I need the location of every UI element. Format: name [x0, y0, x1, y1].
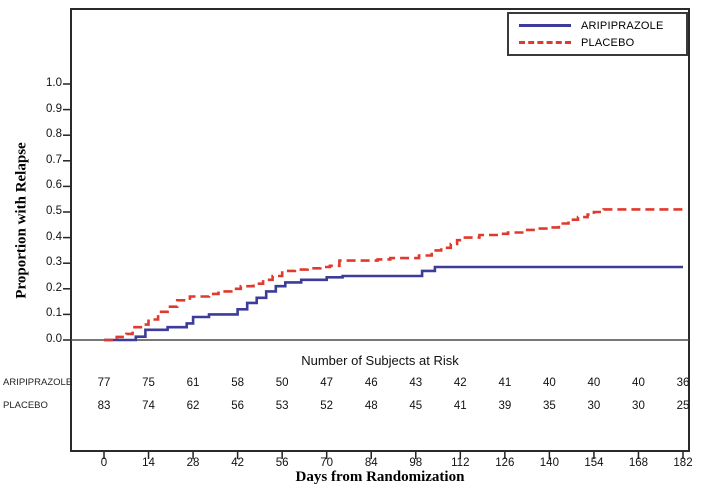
risk-count-placebo: 52: [320, 400, 334, 412]
legend-item-aripiprazole: ARIPIPRAZOLE: [519, 17, 680, 34]
risk-count-placebo: 45: [409, 400, 423, 412]
risk-count-placebo: 25: [676, 400, 690, 412]
risk-count-placebo: 39: [498, 400, 512, 412]
x-axis-title: Days from Randomization: [295, 469, 465, 485]
x-tick-label: 98: [409, 457, 423, 469]
risk-count-aripiprazole: 41: [498, 377, 512, 389]
risk-count-placebo: 53: [275, 400, 289, 412]
placebo-line-swatch: [519, 41, 571, 44]
x-tick-label: 0: [100, 457, 108, 469]
risk-count-placebo: 56: [231, 400, 245, 412]
risk-count-placebo: 35: [542, 400, 556, 412]
y-axis-title: Proportion with Relapse: [13, 142, 30, 299]
risk-count-placebo: 62: [186, 400, 200, 412]
x-tick-label: 28: [186, 457, 200, 469]
x-tick-label: 140: [539, 457, 559, 469]
x-tick-label: 126: [495, 457, 515, 469]
y-tick-label: 0.0: [46, 333, 62, 345]
risk-count-aripiprazole: 77: [97, 377, 111, 389]
y-tick-label: 0.4: [46, 230, 62, 243]
y-tick-label: 0.3: [46, 256, 62, 269]
y-tick-label: 0.5: [46, 205, 62, 217]
risk-count-aripiprazole: 36: [676, 377, 690, 389]
risk-count-aripiprazole: 47: [320, 377, 334, 389]
x-tick-label: 154: [584, 457, 604, 469]
x-tick-label: 168: [628, 457, 649, 469]
legend-label-placebo: PLACEBO: [581, 36, 635, 49]
risk-count-aripiprazole: 75: [142, 377, 155, 389]
y-tick-label: 0.6: [46, 179, 62, 192]
legend-label-aripiprazole: ARIPIPRAZOLE: [581, 19, 664, 32]
x-tick-label: 182: [673, 457, 693, 469]
legend-item-placebo: PLACEBO: [519, 34, 680, 51]
risk-count-aripiprazole: 50: [275, 377, 289, 389]
x-tick-label: 14: [142, 457, 155, 469]
risk-count-placebo: 83: [97, 400, 111, 412]
risk-count-placebo: 41: [453, 400, 467, 412]
risk-row-label-placebo: PLACEBO: [3, 400, 48, 411]
y-tick-label: 0.2: [46, 281, 62, 294]
risk-count-aripiprazole: 40: [587, 377, 601, 389]
legend: ARIPIPRAZOLE PLACEBO: [507, 12, 688, 56]
y-tick-label: 1.0: [46, 77, 62, 89]
risk-count-placebo: 30: [587, 400, 601, 412]
aripiprazole-line-swatch: [519, 24, 571, 27]
risk-row-label-aripiprazole: ARIPIPRAZOLE: [3, 377, 73, 388]
risk-count-aripiprazole: 58: [231, 377, 245, 389]
x-tick-label: 112: [451, 457, 470, 469]
risk-table-title: Number of Subjects at Risk: [301, 353, 459, 368]
y-tick-label: 0.1: [46, 307, 62, 320]
risk-count-placebo: 74: [142, 400, 155, 412]
risk-count-placebo: 48: [364, 400, 378, 412]
y-tick-label: 0.8: [46, 128, 62, 141]
risk-count-placebo: 30: [632, 400, 645, 412]
risk-count-aripiprazole: 40: [632, 377, 645, 389]
risk-count-aripiprazole: 61: [186, 377, 200, 389]
x-tick-label: 56: [275, 457, 289, 469]
risk-count-aripiprazole: 46: [364, 377, 378, 389]
y-tick-label: 0.7: [46, 153, 62, 166]
x-tick-label: 42: [231, 457, 245, 469]
risk-count-aripiprazole: 43: [409, 377, 423, 389]
x-tick-label: 70: [320, 457, 334, 469]
risk-count-aripiprazole: 40: [542, 377, 556, 389]
risk-count-aripiprazole: 42: [453, 377, 467, 389]
x-tick-label: 84: [364, 457, 378, 469]
plot-frame: [70, 8, 690, 452]
y-tick-label: 0.9: [46, 102, 62, 115]
